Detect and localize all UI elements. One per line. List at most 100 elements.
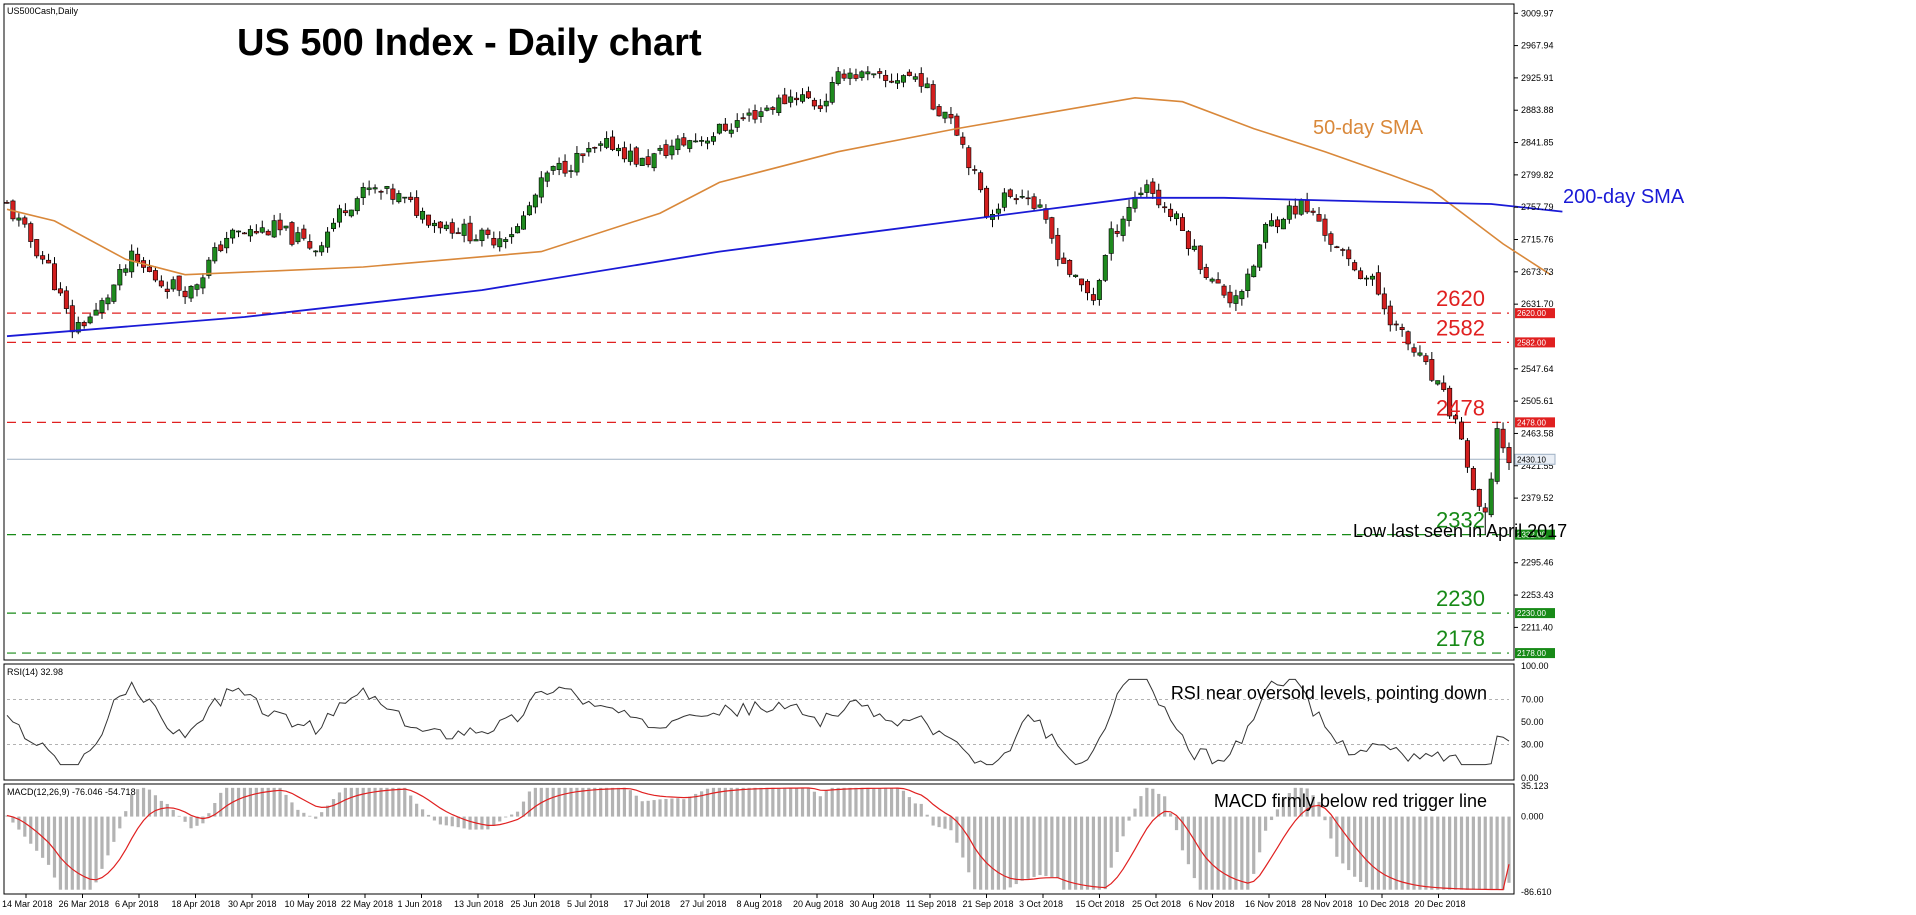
macd-bar [438, 816, 442, 825]
macd-bar [171, 809, 175, 817]
candle-body [811, 99, 817, 107]
level-price-tag-label: 2332.00 [1517, 531, 1546, 540]
macd-bar [1020, 816, 1024, 881]
macd-bar [931, 816, 935, 826]
price-tick-label: 2505.61 [1521, 396, 1554, 406]
candle-body [331, 222, 337, 229]
candle-body [1197, 245, 1203, 270]
macd-bar [1157, 793, 1161, 817]
date-tick-label: 20 Aug 2018 [793, 899, 844, 909]
macd-bar [355, 787, 359, 817]
date-tick-label: 16 Nov 2018 [1245, 899, 1296, 909]
candle-body [1055, 234, 1061, 260]
macd-bar [616, 787, 621, 817]
candle-body [604, 138, 610, 148]
candle-body [663, 144, 669, 156]
candle-body [1191, 245, 1197, 250]
date-tick-label: 11 Sep 2018 [906, 899, 956, 909]
macd-bar [266, 787, 270, 817]
macd-bar [432, 816, 437, 821]
chart-title: US 500 Index - Daily chart [237, 22, 702, 64]
candle-body [265, 230, 271, 236]
macd-bar [1275, 809, 1280, 817]
candle-body [1102, 255, 1108, 281]
level-price-tag [1515, 337, 1555, 348]
candle-body [675, 138, 681, 151]
candle-body [1019, 196, 1025, 198]
macd-bar [343, 787, 347, 817]
macd-bar [717, 787, 722, 817]
candle-body [1245, 273, 1251, 291]
rsi-panel: 100.00 70.00 50.00 30.00 0.00 [6, 661, 1549, 783]
macd-bar [581, 787, 585, 817]
macd-bar [1002, 816, 1006, 890]
candle-body [34, 239, 40, 257]
macd-bar [753, 787, 757, 817]
candle-body [1316, 214, 1322, 222]
macd-bar [70, 816, 74, 890]
candle-body [1286, 205, 1292, 220]
candle-body [966, 147, 972, 169]
macd-bar [1376, 816, 1380, 890]
macd-bar [1424, 816, 1428, 890]
candle-body [817, 105, 823, 109]
candle-body [853, 74, 859, 79]
candle-body [515, 226, 521, 234]
macd-bar [1269, 816, 1274, 821]
candle-body [336, 208, 342, 223]
macd-bar [1323, 816, 1327, 821]
price-tick-label: 2421.55 [1521, 461, 1554, 471]
candle-body [22, 217, 28, 225]
price-tick-label: 2673.73 [1521, 267, 1554, 277]
axis-labels: 3009.97 2967.94 2925.91 2883.88 2841.85 2799.… [2, 8, 1554, 909]
candle-body [1251, 265, 1257, 278]
candle-body [526, 205, 532, 216]
candle-body [699, 140, 705, 142]
candle-body [918, 73, 924, 87]
candle-body [598, 143, 604, 146]
candle-body [1500, 428, 1506, 449]
level-labels: 2620 2620.00 2582 2582.00 2478 2478.00 2332 233… [1436, 286, 1556, 659]
candle-body [633, 147, 639, 165]
level-price-tag [1515, 308, 1555, 319]
candle-body [28, 223, 34, 242]
candle-body [390, 188, 396, 200]
date-tick-label: 5 Jul 2018 [567, 899, 609, 909]
candle-body [1494, 428, 1500, 482]
date-tick-label: 6 Nov 2018 [1189, 899, 1235, 909]
candle-body [722, 123, 728, 131]
macd-bar [664, 798, 668, 817]
level-price-tag-label: 2478.00 [1517, 418, 1546, 427]
macd-bar [593, 787, 597, 817]
candle-body [1031, 196, 1037, 209]
candle-body [1061, 257, 1067, 264]
candle-body [871, 73, 877, 76]
macd-bar [1406, 816, 1410, 890]
macd-bar [1228, 816, 1232, 890]
candle-body [936, 106, 942, 117]
macd-bar [943, 816, 947, 829]
level-label-2178: 2178 [1436, 626, 1485, 651]
macd-bar [1305, 788, 1309, 817]
candle-body [4, 202, 10, 204]
macd-bar [1174, 816, 1179, 831]
macd-bar [1258, 816, 1262, 853]
macd-bar [700, 791, 704, 817]
macd-bar [426, 814, 431, 817]
candle-body [449, 222, 455, 234]
macd-bar [1358, 816, 1363, 882]
macd-bar [705, 788, 710, 817]
panel-frames [3, 3, 1515, 895]
macd-bar [1068, 816, 1072, 890]
macd-bar [165, 803, 169, 817]
candle-body [776, 97, 782, 113]
macd-bar [777, 787, 781, 817]
candle-body [212, 247, 218, 262]
macd-bar [1133, 808, 1137, 817]
macd-bar [599, 787, 603, 817]
candle-body [313, 250, 319, 253]
macd-bar [688, 796, 692, 817]
candle-body [485, 229, 491, 235]
